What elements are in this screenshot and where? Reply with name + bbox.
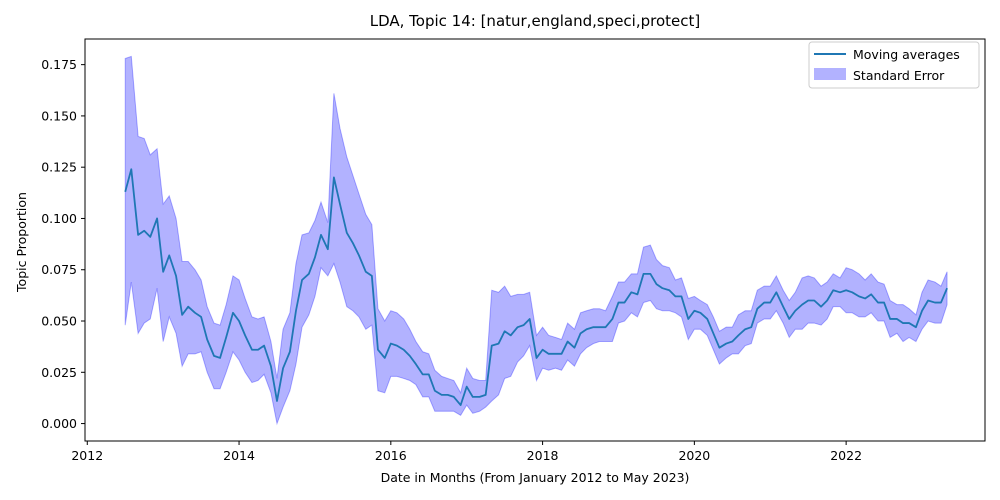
x-tick-label: 2018	[527, 448, 559, 463]
x-tick-label: 2012	[71, 448, 103, 463]
y-tick-label: 0.000	[41, 416, 77, 431]
y-tick-label: 0.025	[41, 365, 77, 380]
plot-background	[85, 39, 985, 441]
legend-label-standard-error: Standard Error	[853, 68, 945, 83]
plot-area	[84, 38, 986, 442]
moving-average-line	[124, 168, 948, 407]
y-tick-label: 0.175	[41, 57, 77, 72]
x-tick-label: 2014	[223, 448, 255, 463]
legend-box	[808, 41, 980, 89]
x-tick-label: 2020	[678, 448, 710, 463]
y-tick-label: 0.100	[41, 211, 77, 226]
x-tick-label: 2016	[375, 448, 407, 463]
legend: Moving averages Standard Error	[808, 41, 980, 89]
y-tick-label: 0.125	[41, 160, 77, 175]
moving-averages-series	[124, 168, 948, 407]
x-axis: 2012 2014 2016 2018 2020 2022	[71, 441, 862, 463]
x-axis-label: Date in Months (From January 2012 to May…	[381, 470, 690, 485]
plot-frame	[84, 38, 986, 442]
y-tick-label: 0.050	[41, 314, 77, 329]
y-tick-label: 0.075	[41, 262, 77, 277]
y-tick-label: 0.150	[41, 108, 77, 123]
legend-band-swatch	[814, 68, 846, 80]
y-axis: 0.000 0.025 0.050 0.075 0.100 0.125 0.150 0.175	[41, 57, 85, 431]
x-tick-label: 2022	[830, 448, 862, 463]
chart-title: LDA, Topic 14: [natur,england,speci,prot…	[370, 12, 701, 30]
y-axis-label: Topic Proportion	[14, 192, 29, 293]
legend-label-moving-averages: Moving averages	[853, 47, 960, 62]
